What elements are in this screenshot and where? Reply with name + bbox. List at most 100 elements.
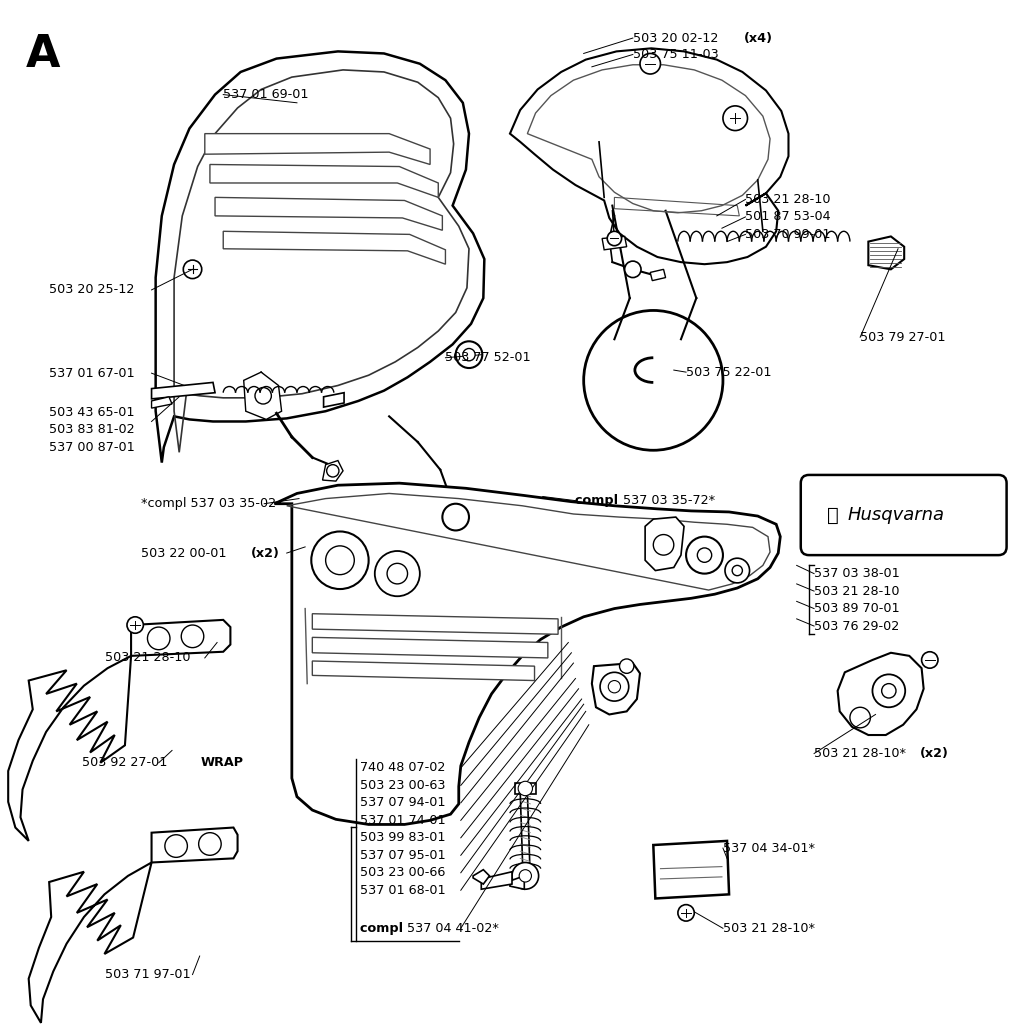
Text: 537 03 35-72*: 537 03 35-72* — [623, 494, 715, 507]
Circle shape — [456, 341, 482, 368]
Text: (x2): (x2) — [920, 747, 948, 760]
Polygon shape — [481, 872, 512, 889]
Polygon shape — [602, 236, 627, 250]
Circle shape — [181, 625, 204, 648]
Text: 503 23 00-63: 503 23 00-63 — [360, 779, 445, 792]
Polygon shape — [645, 517, 684, 571]
Text: 537 04 34-01*: 537 04 34-01* — [723, 842, 815, 854]
Polygon shape — [152, 828, 238, 862]
Text: Husqvarna: Husqvarna — [848, 506, 945, 524]
Text: 740 48 07-02: 740 48 07-02 — [360, 762, 445, 774]
Text: 537 01 68-01: 537 01 68-01 — [360, 884, 446, 896]
Circle shape — [387, 563, 408, 584]
Polygon shape — [152, 382, 215, 399]
Text: WRAP: WRAP — [201, 757, 244, 769]
Text: (x2): (x2) — [251, 547, 280, 559]
Polygon shape — [312, 614, 558, 634]
Text: 503 75 11-03: 503 75 11-03 — [633, 48, 719, 61]
Polygon shape — [312, 661, 535, 681]
Polygon shape — [274, 483, 780, 824]
Circle shape — [463, 348, 475, 361]
Text: 503 22 00-01: 503 22 00-01 — [141, 547, 230, 559]
Polygon shape — [510, 48, 788, 264]
Text: 501 87 53-04: 501 87 53-04 — [745, 211, 831, 223]
Polygon shape — [210, 164, 438, 197]
Text: 503 20 02-12: 503 20 02-12 — [633, 32, 722, 44]
Text: 503 20 25-12: 503 20 25-12 — [49, 284, 134, 296]
Text: 537 07 95-01: 537 07 95-01 — [360, 849, 446, 861]
Polygon shape — [838, 653, 924, 735]
Text: compl: compl — [360, 922, 409, 934]
Polygon shape — [152, 397, 172, 408]
Text: 537 03 38-01: 537 03 38-01 — [814, 567, 900, 580]
Circle shape — [255, 388, 271, 404]
Text: 503 83 81-02: 503 83 81-02 — [49, 424, 135, 436]
Circle shape — [725, 558, 750, 583]
Polygon shape — [510, 876, 524, 889]
Text: (x4): (x4) — [743, 32, 772, 44]
Polygon shape — [650, 269, 666, 281]
Text: 503 77 52-01: 503 77 52-01 — [445, 352, 531, 364]
Circle shape — [625, 261, 641, 278]
Text: 503 89 70-01: 503 89 70-01 — [814, 602, 900, 615]
Polygon shape — [324, 393, 344, 407]
Circle shape — [620, 659, 634, 673]
Polygon shape — [473, 870, 489, 884]
Text: 503 21 28-10: 503 21 28-10 — [814, 585, 899, 597]
Circle shape — [697, 548, 712, 562]
Circle shape — [653, 535, 674, 555]
Circle shape — [922, 652, 938, 668]
Polygon shape — [223, 231, 445, 264]
Polygon shape — [205, 134, 430, 164]
Polygon shape — [323, 461, 343, 481]
Circle shape — [512, 862, 539, 889]
Circle shape — [375, 551, 420, 596]
Text: 503 21 28-10*: 503 21 28-10* — [723, 922, 815, 934]
Circle shape — [311, 531, 369, 589]
Text: 503 21 28-10*: 503 21 28-10* — [814, 747, 910, 760]
Text: 503 70 99-01: 503 70 99-01 — [745, 228, 830, 241]
Polygon shape — [515, 783, 536, 794]
Circle shape — [147, 627, 170, 650]
Text: ⓗ: ⓗ — [827, 506, 839, 524]
Circle shape — [327, 465, 339, 477]
Polygon shape — [29, 862, 152, 1023]
Polygon shape — [215, 197, 442, 230]
Text: 503 71 97-01: 503 71 97-01 — [105, 968, 191, 981]
Text: 537 01 74-01: 537 01 74-01 — [360, 814, 446, 827]
Text: A: A — [26, 33, 60, 76]
Text: 503 76 29-02: 503 76 29-02 — [814, 620, 899, 632]
Text: *compl 537 03 35-02: *compl 537 03 35-02 — [141, 498, 276, 510]
Polygon shape — [592, 663, 640, 714]
Circle shape — [608, 681, 621, 693]
FancyBboxPatch shape — [801, 475, 1007, 555]
Text: 537 01 67-01: 537 01 67-01 — [49, 367, 135, 379]
Circle shape — [607, 231, 622, 246]
Circle shape — [518, 781, 532, 796]
Text: 537 04 41-02*: 537 04 41-02* — [407, 922, 499, 934]
Circle shape — [882, 684, 896, 698]
Circle shape — [600, 672, 629, 701]
Circle shape — [442, 504, 469, 530]
Circle shape — [850, 707, 870, 728]
Circle shape — [723, 106, 748, 131]
Circle shape — [127, 617, 143, 633]
Circle shape — [183, 260, 202, 279]
Text: 503 23 00-66: 503 23 00-66 — [360, 867, 445, 879]
Circle shape — [872, 674, 905, 707]
Circle shape — [678, 905, 694, 921]
Text: 503 43 65-01: 503 43 65-01 — [49, 406, 134, 418]
Polygon shape — [653, 841, 729, 898]
Circle shape — [686, 537, 723, 574]
Circle shape — [519, 870, 531, 882]
Polygon shape — [868, 236, 904, 269]
Polygon shape — [156, 51, 484, 463]
Text: 503 99 83-01: 503 99 83-01 — [360, 832, 445, 844]
Circle shape — [640, 53, 660, 74]
Text: 503 92 27-01: 503 92 27-01 — [82, 757, 171, 769]
Polygon shape — [312, 637, 548, 658]
Text: 537 07 94-01: 537 07 94-01 — [360, 797, 445, 809]
Text: 503 79 27-01: 503 79 27-01 — [860, 331, 945, 343]
Text: compl: compl — [575, 494, 624, 507]
Text: 503 21 28-10: 503 21 28-10 — [105, 652, 190, 664]
